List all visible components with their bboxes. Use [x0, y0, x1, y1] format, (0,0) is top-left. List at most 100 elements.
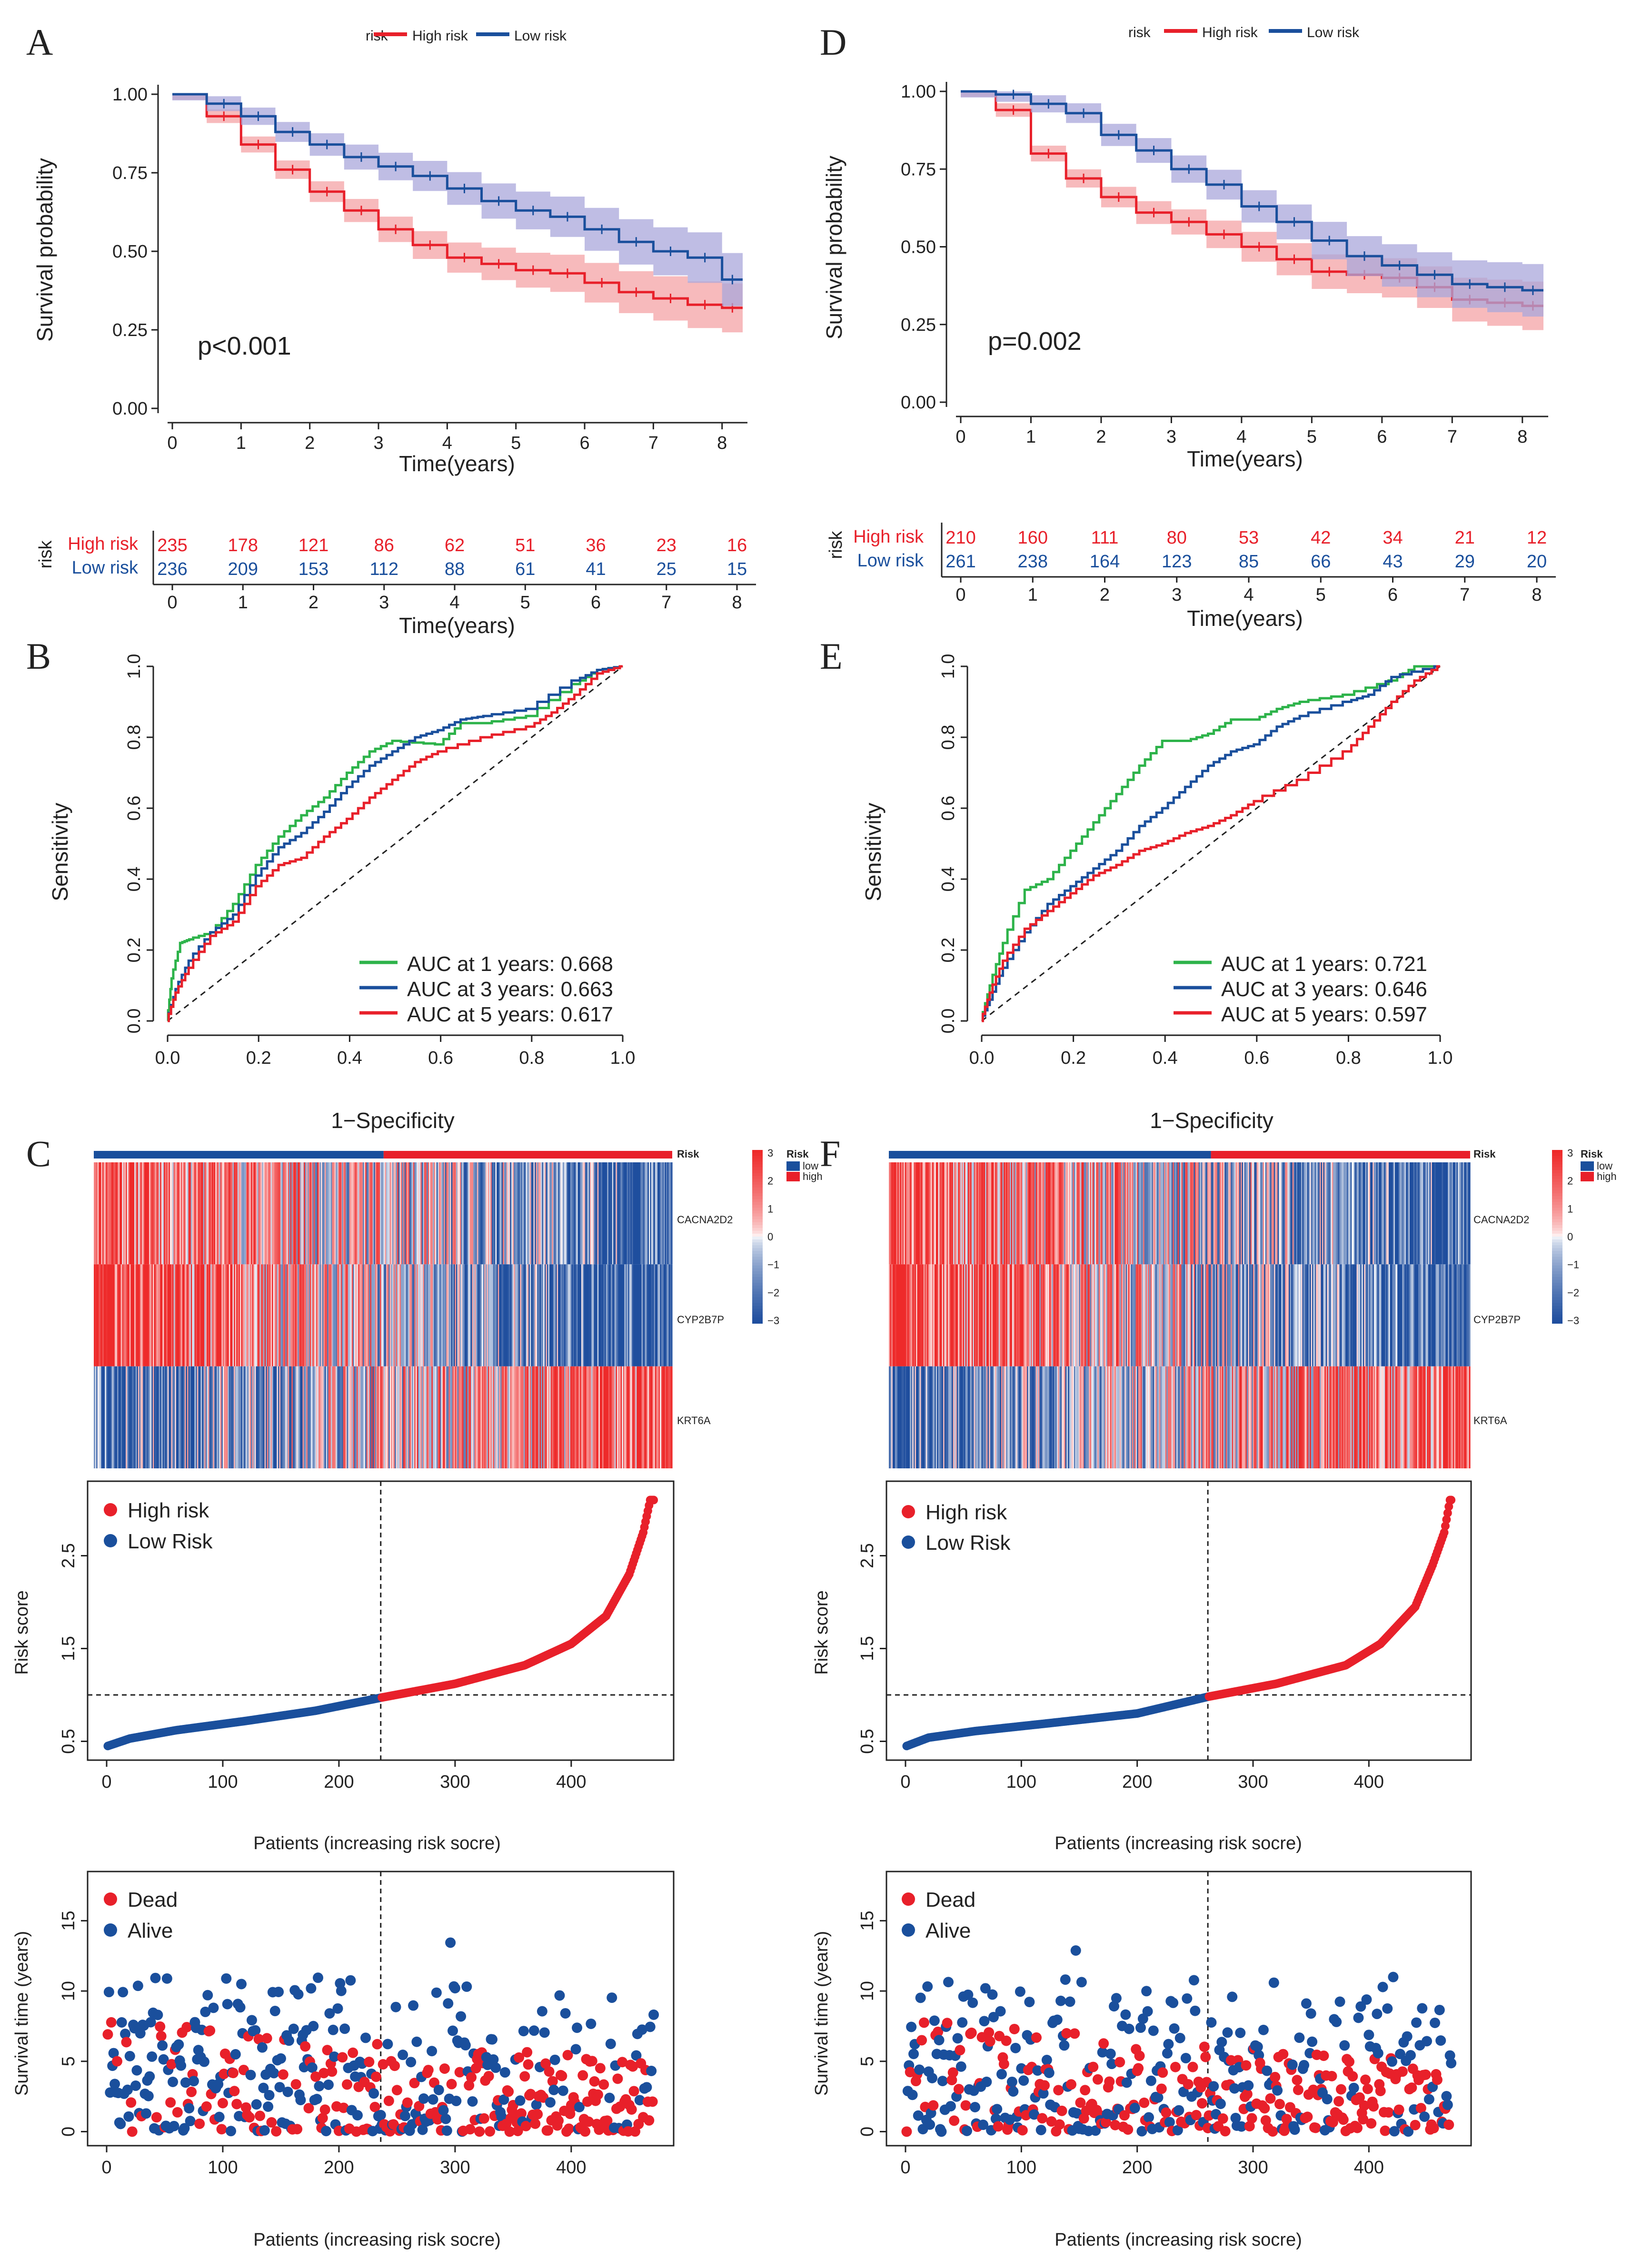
heatmap-c-cell — [380, 1264, 382, 1367]
heatmap-f-cell — [967, 1366, 970, 1468]
survival-c-point — [208, 2002, 219, 2013]
heatmap-c-cell — [205, 1264, 207, 1367]
survival-c-point — [324, 2008, 335, 2019]
risk-table-d-cell: 164 — [1090, 552, 1120, 572]
heatmap-f-cell — [1221, 1162, 1223, 1265]
heatmap-f-cell — [1333, 1366, 1335, 1468]
heatmap-f-cell — [1179, 1162, 1181, 1265]
heatmap-f-cell — [1419, 1162, 1421, 1265]
heatmap-f-cell — [1106, 1162, 1108, 1265]
heatmap-f-cell — [1107, 1366, 1109, 1468]
heatmap-c-cell — [424, 1366, 426, 1468]
heatmap-f-cell — [1240, 1366, 1243, 1468]
riskscore-f-xlabel: Patients (increasing risk socre) — [1055, 1833, 1302, 1853]
km-d-legend-title: risk — [1128, 25, 1151, 40]
survival-c-point — [143, 2090, 154, 2101]
heatmap-c-cell — [434, 1264, 436, 1367]
heatmap-c-cell — [99, 1264, 100, 1367]
heatmap-f-cell — [1280, 1162, 1282, 1265]
heatmap-c-cell — [399, 1264, 401, 1367]
survival-f-point — [915, 1992, 926, 2003]
heatmap-c-cell — [214, 1264, 216, 1367]
heatmap-c-cell — [425, 1162, 427, 1265]
heatmap-f-annotation-label: Risk — [1473, 1148, 1496, 1160]
heatmap-c-cell — [511, 1366, 513, 1468]
heatmap-c-cell — [243, 1264, 245, 1367]
heatmap-c-cell — [529, 1162, 531, 1265]
heatmap-f-cell — [1007, 1264, 1009, 1367]
heatmap-f-cell — [1086, 1366, 1088, 1468]
heatmap-f-cell — [980, 1366, 982, 1468]
heatmap-c-cell — [407, 1366, 408, 1468]
heatmap-c-cell — [383, 1264, 385, 1367]
heatmap-c-cell — [512, 1264, 514, 1367]
heatmap-c-cell — [204, 1264, 206, 1367]
heatmap-c-cell — [231, 1366, 233, 1468]
heatmap-f-cell — [1397, 1264, 1399, 1367]
heatmap-f-cell — [1304, 1264, 1305, 1367]
heatmap-f-cell — [1246, 1366, 1248, 1468]
heatmap-f-cell — [975, 1162, 977, 1265]
heatmap-f-cell — [1253, 1264, 1254, 1367]
heatmap-f-cell — [1361, 1162, 1363, 1265]
heatmap-c-cell — [419, 1162, 421, 1265]
heatmap-c-cell — [318, 1264, 320, 1367]
heatmap-c-cell — [387, 1264, 389, 1367]
heatmap-c-cell — [124, 1366, 126, 1468]
heatmap-f-colorbar-step — [1552, 1294, 1562, 1298]
heatmap-f-cell — [1346, 1162, 1348, 1265]
heatmap-f-cell — [1279, 1366, 1281, 1468]
heatmap-c-cell — [143, 1162, 145, 1265]
heatmap-f-cell — [913, 1162, 916, 1265]
heatmap-c-cell — [398, 1264, 400, 1367]
survival-f-point — [1024, 1997, 1035, 2008]
heatmap-c-cell — [220, 1366, 222, 1468]
heatmap-f-cell — [1140, 1366, 1143, 1468]
heatmap-c-cell — [419, 1264, 421, 1367]
heatmap-f-cell — [1081, 1162, 1083, 1265]
heatmap-c-cell — [564, 1264, 566, 1367]
heatmap-c-cell — [483, 1162, 485, 1265]
survival-f-point — [928, 2100, 939, 2111]
heatmap-f-cell — [1437, 1264, 1439, 1367]
heatmap-f-cell — [1266, 1366, 1268, 1468]
heatmap-c-cell — [648, 1162, 651, 1265]
heatmap-f-cell — [1010, 1162, 1012, 1265]
heatmap-f-cell — [1282, 1264, 1284, 1367]
heatmap-f-cell — [1198, 1264, 1200, 1367]
heatmap-f-cell — [908, 1264, 910, 1367]
heatmap-f-cell — [1260, 1162, 1262, 1265]
heatmap-f-cell — [1358, 1264, 1360, 1367]
heatmap-f-cell — [1450, 1162, 1452, 1265]
heatmap-c-colorbar-label: 3 — [767, 1147, 773, 1159]
heatmap-f-cell — [1385, 1366, 1387, 1468]
survival-f-point — [1009, 2023, 1020, 2034]
heatmap-f-cell — [1027, 1366, 1029, 1468]
heatmap-c-cell — [183, 1162, 185, 1265]
heatmap-c-cell — [284, 1162, 286, 1265]
heatmap-c-cell — [585, 1366, 587, 1468]
heatmap-f-cell — [1053, 1264, 1055, 1367]
heatmap-c-cell — [315, 1162, 317, 1265]
heatmap-f-cell — [1296, 1162, 1298, 1265]
heatmap-c-cell — [647, 1162, 649, 1265]
heatmap-c-cell — [382, 1162, 384, 1265]
heatmap-f-cell — [987, 1264, 989, 1367]
heatmap-c-cell — [587, 1264, 589, 1367]
heatmap-f-cell — [1037, 1366, 1039, 1468]
heatmap-c-cell — [278, 1366, 280, 1468]
km-a-ci-band-low — [172, 94, 743, 307]
heatmap-c-cell — [462, 1162, 464, 1265]
heatmap-c-cell — [95, 1264, 97, 1367]
heatmap-f-cell — [991, 1162, 993, 1265]
heatmap-f-cell — [1354, 1162, 1356, 1265]
heatmap-c-cell — [239, 1366, 242, 1468]
heatmap-c-cell — [459, 1366, 461, 1468]
survival-c-legend-dot-dead — [104, 1892, 117, 1906]
heatmap-c-cell — [553, 1162, 555, 1265]
heatmap-c-cell — [522, 1264, 524, 1367]
heatmap-c-cell — [323, 1162, 325, 1265]
heatmap-c-cell — [456, 1162, 458, 1265]
panel-letter-d: D — [820, 21, 846, 63]
heatmap-c-cell — [133, 1366, 135, 1468]
